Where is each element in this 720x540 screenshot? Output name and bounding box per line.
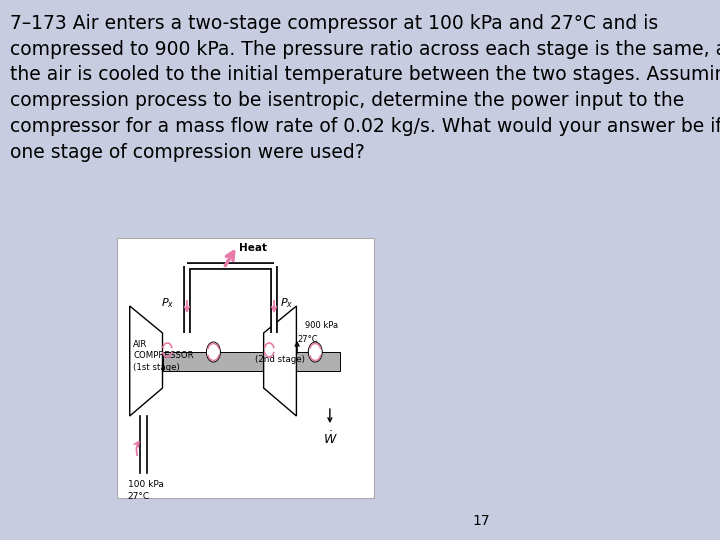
Text: 7–173 Air enters a two-stage compressor at 100 kPa and 27°C and is
compressed to: 7–173 Air enters a two-stage compressor … [10,14,720,162]
Text: 17: 17 [472,514,490,528]
Polygon shape [130,306,163,416]
Text: (2nd stage): (2nd stage) [255,355,305,364]
Circle shape [308,342,323,362]
Text: 27°C: 27°C [297,335,318,345]
Text: $P_x$: $P_x$ [279,296,293,310]
Text: 100 kPa
27°C: 100 kPa 27°C [127,480,163,501]
Circle shape [207,342,220,362]
Polygon shape [264,306,297,416]
Text: Heat: Heat [238,243,266,253]
Text: $P_x$: $P_x$ [161,296,174,310]
Text: AIR
COMPRESSOR
(1st stage): AIR COMPRESSOR (1st stage) [133,340,194,372]
Text: $\dot{W}$: $\dot{W}$ [323,430,337,447]
Bar [163,352,341,371]
Bar [117,238,374,498]
Text: 900 kPa: 900 kPa [305,321,338,330]
